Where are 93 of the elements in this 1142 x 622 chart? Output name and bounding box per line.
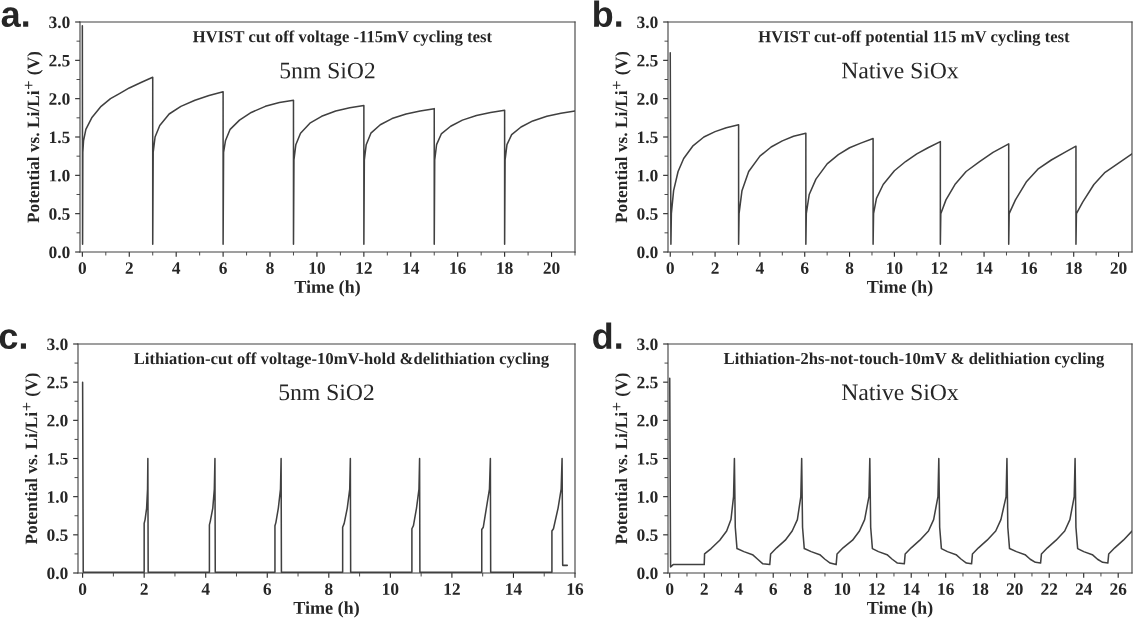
x-tick-label: 14 (903, 583, 920, 595)
x-tick-label: 16 (450, 262, 466, 274)
x-tick-label: 0 (78, 583, 87, 595)
y-tick-label: 1.5 (637, 453, 658, 465)
x-tick-label: 22 (1041, 583, 1058, 595)
y-tick-label: 0.5 (637, 208, 658, 220)
x-tick-label: 14 (506, 583, 522, 595)
x-tick-label: 12 (931, 262, 948, 274)
x-tick-label: 10 (834, 583, 851, 595)
text: 5nm SiO2 (279, 384, 374, 401)
chart-title: HVIST cut off voltage -115mV cycling test (192, 30, 492, 46)
y-tick-label: 2.5 (47, 376, 68, 389)
x-tick-label: 4 (734, 583, 743, 595)
x-tick-label: 12 (869, 583, 885, 595)
x-tick-label: 16 (938, 583, 954, 595)
chart-title: Lithiation-cut off voltage-10mV-hold &delithiation cycling (133, 352, 549, 368)
y-tick-label: 3.0 (637, 16, 658, 29)
x-tick-label: 24 (1075, 583, 1093, 595)
text: c. (0, 329, 26, 350)
x-axis-title: Time (h) (867, 601, 933, 618)
y-tick-label: 0.5 (637, 529, 658, 542)
x-tick-label: 8 (266, 262, 274, 274)
x-tick-label: 6 (769, 583, 778, 595)
x-tick-label: 0 (78, 262, 87, 274)
text: 5nm SiO2 (280, 62, 375, 79)
x-tick-label: 10 (887, 262, 903, 274)
x-tick-label: 2 (125, 262, 133, 274)
x-tick-label: 20 (1006, 583, 1023, 595)
y-tick-label: 1.0 (47, 491, 68, 503)
text: b. (594, 0, 622, 28)
y-tick-label: 0.0 (47, 567, 68, 580)
x-tick-label: 6 (219, 262, 227, 274)
x-tick-label: 6 (800, 262, 809, 274)
y-axis-title: Potential vs. Li/Li$^{+}$ (V) (22, 373, 41, 545)
x-tick-label: 16 (567, 583, 584, 595)
x-tick-label: 14 (403, 262, 420, 274)
y-tick-label: 2.5 (637, 376, 658, 389)
y-axis-title: Potential vs. Li/Li$^{+}$ (V) (612, 373, 631, 545)
x-tick-label: 16 (1021, 262, 1038, 274)
y-tick-label: 1.0 (637, 491, 658, 503)
y-tick-label: 1.5 (637, 131, 658, 144)
y-tick-label: 3.0 (47, 338, 68, 351)
y-tick-label: 3.0 (49, 16, 70, 29)
y-tick-label: 0.0 (637, 567, 658, 580)
y-tick-label: 3.0 (637, 338, 658, 351)
x-tick-label: 4 (201, 583, 210, 595)
x-tick-label: 2 (711, 262, 719, 274)
text: Native SiOx (841, 62, 959, 79)
x-tick-label: 4 (755, 262, 764, 274)
y-tick-label: 0.0 (637, 246, 658, 259)
x-tick-label: 0 (666, 262, 674, 274)
y-axis-title: Potential vs. Li/Li$^{+}$ (V) (612, 51, 631, 223)
x-axis-title: Time (h) (293, 601, 359, 618)
chart-title: HVIST cut-off potential 115 mV cycling test (758, 30, 1070, 46)
y-tick-label: 2.0 (637, 414, 658, 427)
x-tick-label: 10 (309, 262, 325, 274)
chart-title: Lithiation-2hs-not-touch-10mV & delithiation cycling (723, 352, 1105, 368)
text: Native SiOx (841, 384, 959, 401)
y-tick-label: 1.0 (49, 169, 70, 182)
x-tick-label: 20 (543, 262, 560, 274)
x-tick-label: 6 (263, 583, 272, 595)
x-tick-label: 26 (1110, 583, 1127, 595)
x-tick-label: 2 (700, 583, 708, 595)
x-tick-label: 0 (666, 583, 674, 595)
y-axis-title: Potential vs. Li/Li$^{+}$ (V) (24, 51, 43, 223)
x-tick-label: 12 (356, 262, 372, 274)
x-axis-title: Time (h) (867, 280, 933, 297)
y-tick-label: 0.5 (47, 529, 68, 542)
y-tick-label: 2.0 (49, 93, 70, 105)
y-tick-label: 1.5 (47, 453, 68, 465)
y-tick-label: 1.0 (637, 169, 658, 182)
x-tick-label: 18 (972, 583, 989, 595)
x-tick-label: 8 (845, 262, 854, 274)
x-tick-label: 18 (497, 262, 513, 274)
x-tick-label: 4 (172, 262, 181, 274)
y-tick-label: 0.0 (49, 246, 70, 259)
y-tick-label: 2.5 (637, 54, 658, 67)
x-tick-label: 8 (803, 583, 812, 595)
text: a. (1, 7, 29, 28)
x-tick-label: 10 (383, 583, 399, 595)
x-tick-label: 18 (1066, 262, 1082, 274)
y-tick-label: 2.0 (637, 93, 658, 105)
text: d. (593, 322, 622, 350)
x-tick-label: 12 (444, 583, 460, 595)
x-axis-title: Time (h) (294, 280, 360, 297)
x-tick-label: 8 (325, 583, 333, 595)
x-tick-label: 20 (1110, 262, 1127, 274)
x-tick-label: 14 (976, 262, 993, 274)
y-tick-label: 1.5 (49, 131, 70, 144)
y-tick-label: 2.5 (49, 54, 70, 67)
y-tick-label: 2.0 (47, 414, 68, 427)
y-tick-label: 0.5 (49, 208, 70, 220)
x-tick-label: 2 (140, 583, 148, 595)
